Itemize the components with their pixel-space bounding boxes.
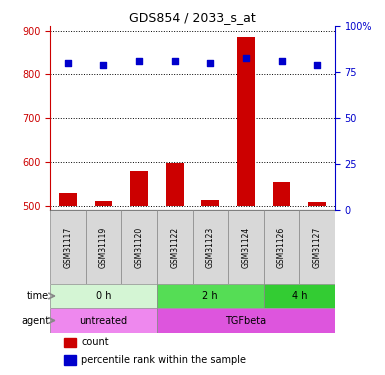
Bar: [308, 202, 326, 206]
Text: percentile rank within the sample: percentile rank within the sample: [81, 355, 246, 365]
Bar: [166, 163, 184, 206]
FancyBboxPatch shape: [192, 210, 228, 284]
Bar: [64, 355, 76, 365]
Text: untreated: untreated: [79, 315, 127, 326]
Text: GSM31117: GSM31117: [64, 226, 72, 268]
Point: [65, 60, 71, 66]
FancyBboxPatch shape: [121, 210, 157, 284]
Text: 2 h: 2 h: [203, 291, 218, 301]
Bar: [201, 200, 219, 206]
Text: GSM31127: GSM31127: [313, 226, 321, 268]
Text: GSM31120: GSM31120: [135, 226, 144, 268]
FancyBboxPatch shape: [228, 210, 264, 284]
FancyBboxPatch shape: [264, 284, 335, 308]
Bar: [59, 193, 77, 206]
Point: [136, 58, 142, 64]
FancyBboxPatch shape: [300, 210, 335, 284]
Point: [314, 62, 320, 68]
Title: GDS854 / 2033_s_at: GDS854 / 2033_s_at: [129, 11, 256, 24]
Text: TGFbeta: TGFbeta: [225, 315, 266, 326]
Text: 4 h: 4 h: [291, 291, 307, 301]
FancyBboxPatch shape: [157, 210, 192, 284]
FancyBboxPatch shape: [50, 210, 85, 284]
Text: GSM31126: GSM31126: [277, 226, 286, 268]
Text: GSM31119: GSM31119: [99, 226, 108, 268]
FancyBboxPatch shape: [264, 210, 300, 284]
Bar: [130, 171, 148, 206]
Point: [243, 54, 249, 60]
FancyBboxPatch shape: [50, 308, 157, 333]
Text: GSM31124: GSM31124: [241, 226, 250, 268]
FancyBboxPatch shape: [157, 284, 264, 308]
Text: GSM31122: GSM31122: [170, 226, 179, 267]
FancyBboxPatch shape: [157, 308, 335, 333]
Text: GSM31123: GSM31123: [206, 226, 215, 268]
Bar: [237, 37, 255, 206]
FancyBboxPatch shape: [85, 210, 121, 284]
Text: count: count: [81, 338, 109, 348]
Point: [172, 58, 178, 64]
Bar: [64, 338, 76, 347]
Point: [207, 60, 213, 66]
Bar: [273, 182, 290, 206]
Point: [100, 62, 107, 68]
FancyBboxPatch shape: [50, 284, 157, 308]
Text: 0 h: 0 h: [96, 291, 111, 301]
Point: [278, 58, 285, 64]
Text: time: time: [27, 291, 49, 301]
Text: agent: agent: [21, 315, 49, 326]
Bar: [95, 201, 112, 206]
